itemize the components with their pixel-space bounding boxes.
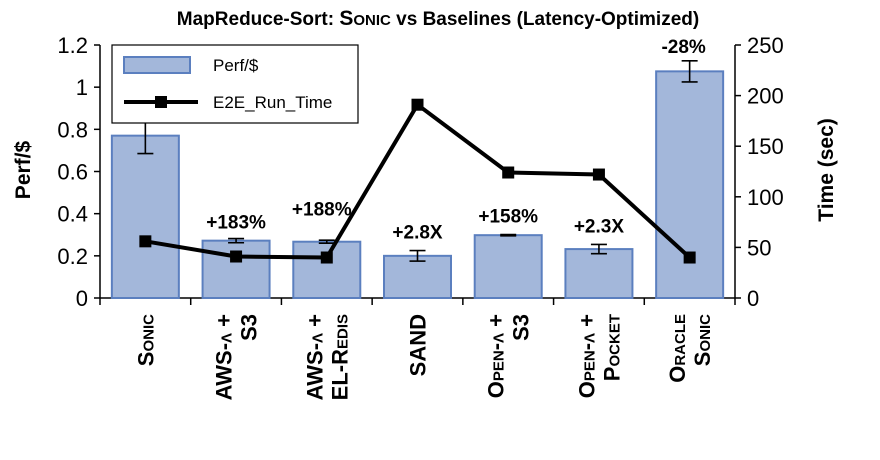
x-category-label: Pocket	[599, 314, 624, 381]
y-axis-left-label: Perf/$	[12, 141, 35, 200]
x-category-label: Sonic	[133, 314, 158, 366]
y-right-tick-label: 50	[747, 235, 771, 260]
y-left-tick-label: 0	[76, 286, 88, 311]
x-category-label: EL-Redis	[327, 314, 352, 400]
legend: Perf/$ E2E_Run_Time	[111, 44, 359, 124]
bar	[655, 70, 725, 299]
chart-title: MapReduce-Sort: Sonic vs Baselines (Late…	[177, 7, 699, 30]
x-category-label: AWS-λ +	[302, 314, 327, 400]
bar	[292, 240, 362, 300]
y-right-tick-label: 250	[747, 33, 784, 58]
x-category-label: Oracle	[665, 314, 690, 383]
x-category-label: AWS-λ +	[212, 314, 237, 400]
y-left-tick-label: 0.2	[57, 244, 88, 269]
e2e-run-time-point	[502, 166, 515, 179]
legend-line-marker	[155, 96, 167, 108]
y-right-tick-label: 0	[747, 286, 759, 311]
y-right-tick-label: 150	[747, 134, 784, 159]
legend-label-perf: Perf/$	[213, 56, 259, 75]
chart-title-suffix: vs Baselines (Latency-Optimized)	[391, 9, 699, 30]
bar-annotation: +188%	[292, 200, 352, 221]
x-category-label: Open-λ +	[574, 314, 599, 398]
bar	[201, 239, 271, 300]
y-right-tick-label: 100	[747, 185, 784, 210]
y-left-tick-label: 0.8	[57, 117, 88, 142]
e2e-run-time-point	[230, 250, 243, 263]
bar-annotation: -28%	[661, 37, 705, 58]
plot-area: 0 0.2 0.4 0.6 0.8 1 1.2 0 50 100 150 200 250 +183% +18…	[57, 33, 783, 400]
e2e-run-time-point	[411, 98, 424, 111]
y-axis-right-label: Time (sec)	[815, 118, 838, 222]
e2e-run-time-point	[592, 168, 605, 181]
y-left-tick-label: 0.6	[57, 160, 88, 185]
y-left-tick-label: 1.2	[57, 33, 88, 58]
x-category-label: Sonic	[690, 314, 715, 366]
legend-label-e2e: E2E_Run_Time	[213, 93, 332, 112]
e2e-run-time-point	[320, 251, 333, 264]
y-right-tick-label: 200	[747, 84, 784, 109]
e2e-run-time-point	[683, 251, 696, 264]
x-category-label: Open-λ +	[484, 314, 509, 398]
x-category-label: S3	[237, 314, 262, 341]
bar	[473, 234, 543, 299]
y-left-tick-label: 1	[76, 75, 88, 100]
bar-annotation: +2.8X	[392, 223, 443, 244]
bar-annotation: +2.3X	[574, 216, 625, 237]
x-category-label: S3	[509, 314, 534, 341]
bar	[383, 254, 452, 299]
bar	[110, 134, 180, 299]
bar-annotation: +158%	[478, 207, 538, 228]
bar-annotation: +183%	[206, 213, 266, 234]
legend-bar-swatch	[123, 56, 191, 74]
bar	[564, 248, 634, 300]
y-left-tick-label: 0.4	[57, 202, 88, 227]
e2e-run-time-point	[139, 235, 152, 248]
chart-title-prefix: MapReduce-Sort:	[177, 9, 340, 30]
x-category-label: SAND	[406, 314, 431, 376]
chart-title-name: Sonic	[339, 7, 391, 30]
